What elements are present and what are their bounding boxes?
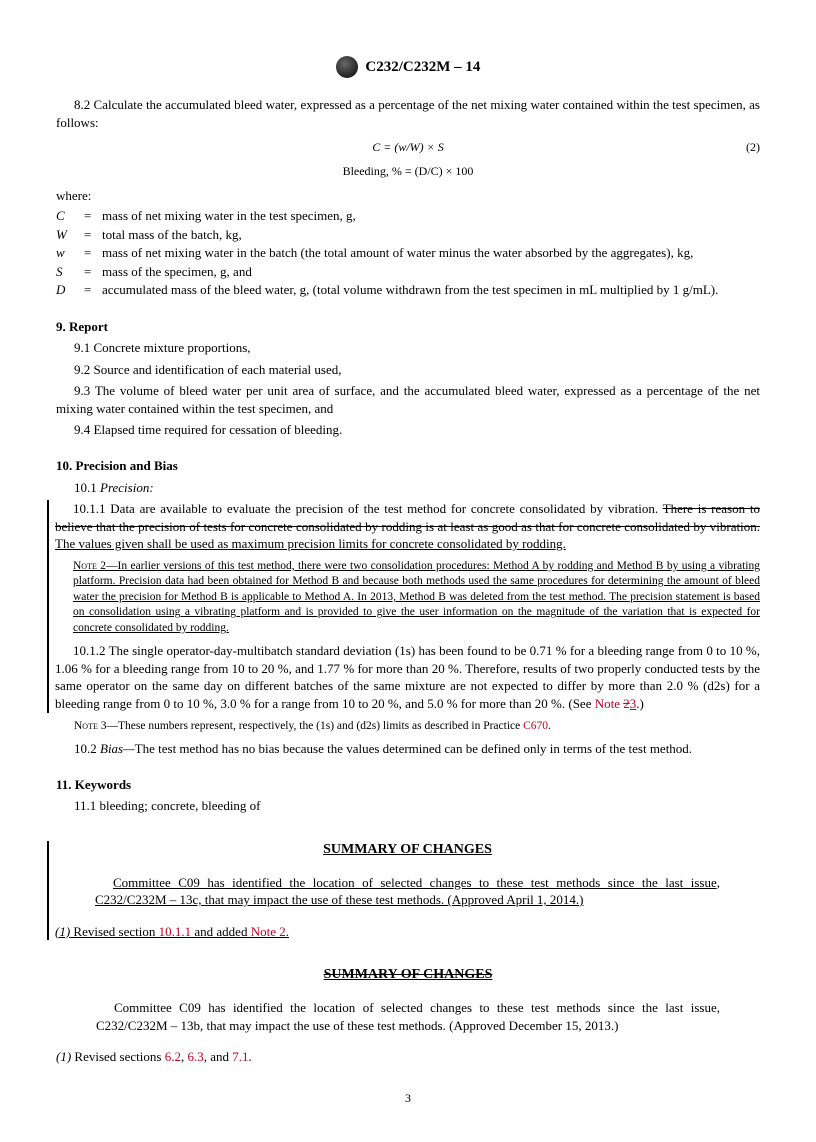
designation: C232/C232M – 14 — [365, 59, 480, 75]
changebar-soc1: SUMMARY OF CHANGES Committee C09 has ide… — [47, 841, 760, 941]
where-def: mass of the specimen, g, and — [102, 263, 722, 282]
note-2-text: In earlier versions of this test method,… — [73, 560, 760, 634]
soc2-intro: Committee C09 has identified the locatio… — [96, 999, 720, 1034]
link-note-2[interactable]: Note 2 — [251, 924, 286, 939]
soc2-title: SUMMARY OF CHANGES — [56, 966, 760, 985]
note-3-label: Note 3— — [74, 720, 118, 732]
soc2-item-num: (1) — [56, 1049, 71, 1064]
para-10-1-2-a: 10.1.2 The single operator-day-multibatc… — [55, 643, 760, 711]
page-header: C232/C232M – 14 — [56, 56, 760, 78]
para-10-1-2-b: .) — [636, 696, 644, 711]
note-3-a: These numbers represent, respectively, t… — [118, 720, 523, 732]
where-sym: w — [56, 244, 84, 263]
para-10-1-1-a: 10.1.1 Data are available to evaluate th… — [73, 501, 663, 516]
para-9-2: 9.2 Source and identification of each ma… — [56, 361, 760, 379]
soc1-title: SUMMARY OF CHANGES — [55, 841, 760, 860]
where-table: C=mass of net mixing water in the test s… — [56, 207, 722, 300]
para-9-3: 9.3 The volume of bleed water per unit a… — [56, 382, 760, 417]
soc1-item-num: (1) — [55, 924, 70, 939]
para-8-2: 8.2 Calculate the accumulated bleed wate… — [56, 96, 760, 131]
where-row: W=total mass of the batch, kg, — [56, 226, 722, 245]
para-10-1: 10.1 Precision: — [56, 479, 760, 497]
section-11-title: 11. Keywords — [56, 776, 760, 794]
para-10-1-1-under: The values given shall be used as maximu… — [55, 536, 566, 551]
link-7-1[interactable]: 7.1 — [232, 1049, 248, 1064]
equation-bleeding: Bleeding, % = (D/C) × 100 — [56, 163, 760, 179]
soc1-intro: Committee C09 has identified the locatio… — [95, 874, 720, 909]
where-def: total mass of the batch, kg, — [102, 226, 722, 245]
para-11-1: 11.1 bleeding; concrete, bleeding of — [56, 797, 760, 815]
equation-2: C = (w/W) × S (2) — [56, 139, 760, 155]
link-10-1-1[interactable]: 10.1.1 — [159, 924, 192, 939]
link-c670[interactable]: C670 — [523, 720, 548, 732]
note-2-label: Note 2— — [73, 560, 118, 572]
where-sym: D — [56, 281, 84, 300]
where-row: C=mass of net mixing water in the test s… — [56, 207, 722, 226]
para-10-2-text: The test method has no bias because the … — [135, 741, 692, 756]
where-row: w=mass of net mixing water in the batch … — [56, 244, 722, 263]
link-6-3[interactable]: 6.3 — [187, 1049, 203, 1064]
page-number: 3 — [56, 1090, 760, 1106]
para-9-4: 9.4 Elapsed time required for cessation … — [56, 421, 760, 439]
link-6-2[interactable]: 6.2 — [165, 1049, 181, 1064]
where-sym: W — [56, 226, 84, 245]
para-10-1-num: 10.1 — [74, 480, 100, 495]
astm-logo — [336, 56, 358, 78]
para-10-2-num: 10.2 — [74, 741, 100, 756]
where-row: S=mass of the specimen, g, and — [56, 263, 722, 282]
where-sym: S — [56, 263, 84, 282]
note-link[interactable]: Note 23 — [595, 696, 637, 711]
where-row: D=accumulated mass of the bleed water, g… — [56, 281, 722, 300]
where-def: accumulated mass of the bleed water, g, … — [102, 281, 722, 300]
where-sym: C — [56, 207, 84, 226]
para-10-1-2: 10.1.2 The single operator-day-multibatc… — [55, 642, 760, 712]
note-3-b: . — [548, 720, 551, 732]
where-def: mass of net mixing water in the batch (t… — [102, 244, 722, 263]
para-9-1: 9.1 Concrete mixture proportions, — [56, 339, 760, 357]
para-10-2-label: Bias— — [100, 741, 135, 756]
soc2-item-1: (1) Revised sections 6.2, 6.3, and 7.1. — [56, 1048, 760, 1066]
note-3: Note 3—These numbers represent, respecti… — [74, 719, 760, 735]
para-10-2: 10.2 Bias—The test method has no bias be… — [56, 740, 760, 758]
soc1-item-1: (1) Revised section 10.1.1 and added Not… — [55, 923, 760, 941]
para-10-1-label: Precision: — [100, 480, 154, 495]
equation-bleeding-expr: Bleeding, % = (D/C) × 100 — [343, 164, 474, 178]
section-10-title: 10. Precision and Bias — [56, 457, 760, 475]
equation-2-number: (2) — [746, 139, 760, 155]
where-def: mass of net mixing water in the test spe… — [102, 207, 722, 226]
changebar-10-1-1: 10.1.1 Data are available to evaluate th… — [47, 500, 760, 712]
note-2: Note 2—In earlier versions of this test … — [73, 559, 760, 637]
para-10-1-1: 10.1.1 Data are available to evaluate th… — [55, 500, 760, 553]
section-9-title: 9. Report — [56, 318, 760, 336]
equation-2-expr: C = (w/W) × S — [372, 140, 444, 154]
where-label: where: — [56, 187, 760, 205]
